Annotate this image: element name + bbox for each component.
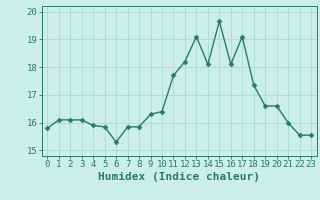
X-axis label: Humidex (Indice chaleur): Humidex (Indice chaleur)	[98, 172, 260, 182]
